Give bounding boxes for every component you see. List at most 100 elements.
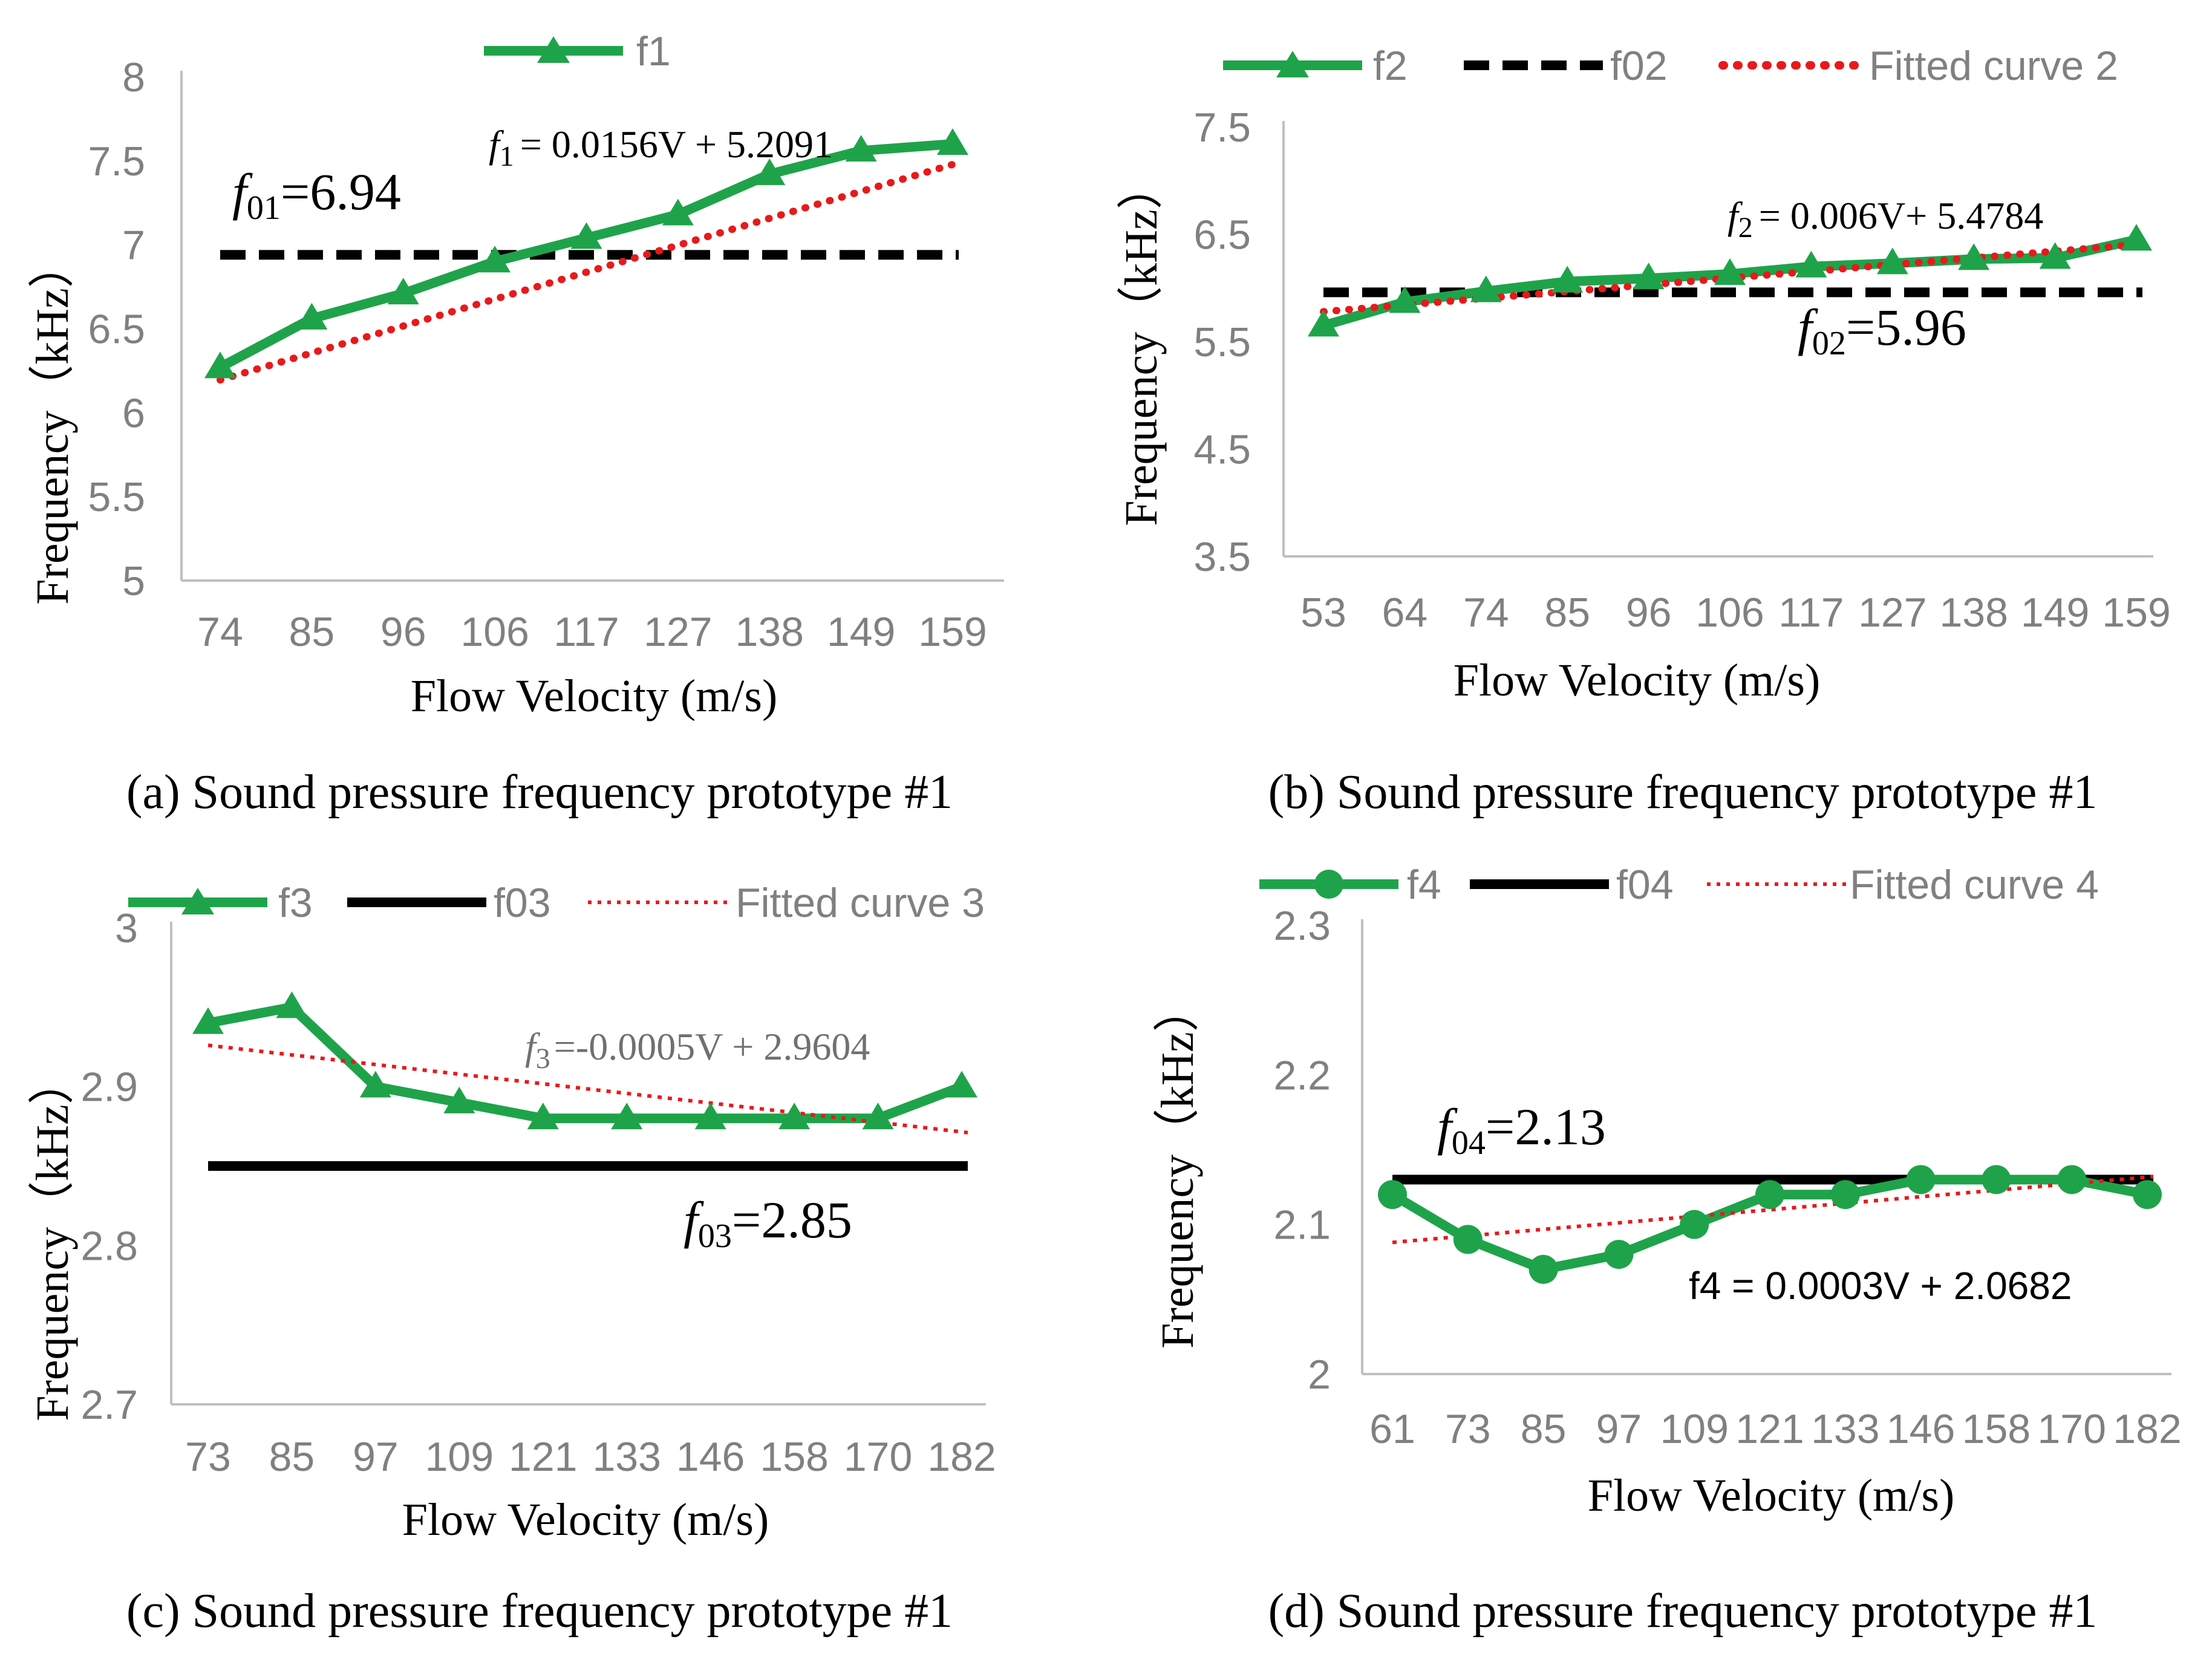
- panel-c-caption: (c) Sound pressure frequency prototype #…: [126, 1585, 953, 1638]
- x-tick-label: 74: [1463, 590, 1509, 636]
- data-point: [1470, 275, 1502, 302]
- y-tick-label: 7.5: [88, 138, 145, 184]
- y-tick-label: 2.8: [80, 1223, 138, 1269]
- y-tick-label: 2.2: [1273, 1052, 1331, 1098]
- panel-d-xlabel: Flow Velocity (m/s): [1588, 1470, 1955, 1521]
- y-tick-label: 6: [122, 390, 145, 436]
- panel-b-xlabel: Flow Velocity (m/s): [1453, 655, 1821, 706]
- y-tick-label: 8: [122, 54, 145, 100]
- x-tick-label: 133: [592, 1434, 661, 1480]
- x-tick-label: 121: [1735, 1406, 1804, 1452]
- data-point: [1308, 310, 1339, 337]
- panel-d-plot: 2 2.1 2.2 2.3 61 73 85 97 109 121 133 146 158 170 182: [1273, 903, 2181, 1452]
- y-tick-label: 5.5: [1193, 319, 1251, 365]
- panel-b-fit-line: [1320, 240, 2146, 316]
- data-point: [662, 198, 694, 226]
- legend-fit2-label: Fitted curve 2: [1869, 43, 2118, 89]
- legend-fit4-label: Fitted curve 4: [1850, 862, 2099, 908]
- y-tick-label: 2.1: [1273, 1202, 1331, 1248]
- x-tick-label: 182: [2113, 1406, 2181, 1452]
- y-tick-label: 2.3: [1273, 903, 1331, 949]
- x-tick-label: 73: [1445, 1406, 1491, 1452]
- x-tick-label: 121: [509, 1434, 577, 1480]
- legend-fit3-label: Fitted curve 3: [736, 880, 985, 926]
- data-point: [1453, 1225, 1483, 1254]
- data-point: [778, 1103, 811, 1130]
- data-point: [937, 128, 968, 155]
- data-point: [1982, 1165, 2011, 1194]
- x-tick-label: 127: [1858, 590, 1927, 636]
- panel-d-ylabel: Frequency（kHz）: [1152, 986, 1203, 1348]
- panel-d-fit-line: [1392, 1174, 2154, 1245]
- data-point: [611, 1103, 643, 1130]
- panel-c-fit-equation: f3=-0.0005V + 2.9604: [525, 1025, 870, 1075]
- data-point: [1795, 250, 1827, 278]
- data-point: [694, 1103, 726, 1130]
- x-tick-label: 146: [676, 1434, 745, 1480]
- panel-a-ylabel: Frequency（kHz）: [27, 242, 78, 604]
- x-tick-label: 109: [1660, 1406, 1728, 1452]
- data-point: [1378, 1180, 1407, 1210]
- data-point: [1551, 265, 1584, 293]
- panel-b: 3.5 4.5 5.5 6.5 7.5 53 64 74 85 96 106 117 127 138 149…: [1116, 43, 2171, 819]
- panel-b-caption: (b) Sound pressure frequency prototype #…: [1268, 766, 2098, 819]
- data-point: [570, 222, 602, 249]
- legend-f1-label: f1: [636, 28, 671, 74]
- x-tick-label: 117: [553, 609, 619, 655]
- legend-f2-marker: [1276, 51, 1309, 77]
- x-tick-label: 159: [918, 609, 987, 655]
- panel-a-xlabel: Flow Velocity (m/s): [411, 671, 778, 721]
- panel-d: 22.12.22.361 73 85 97 109 121 133 146 158 170 182 …: [1152, 862, 2182, 1638]
- x-tick-label: 96: [380, 609, 426, 655]
- y-tick-label: 3.5: [1193, 534, 1251, 580]
- data-point: [946, 1070, 977, 1098]
- legend-f2-label: f2: [1373, 43, 1408, 89]
- data-point: [1755, 1180, 1784, 1210]
- y-tick-label: 5.5: [88, 474, 145, 520]
- data-point: [1830, 1180, 1860, 1210]
- data-point: [443, 1086, 475, 1113]
- y-tick-label: 6.5: [1193, 212, 1251, 258]
- data-point: [387, 278, 419, 305]
- y-tick-label: 2: [1308, 1352, 1331, 1398]
- panel-c-xlabel: Flow Velocity (m/s): [402, 1494, 769, 1545]
- y-tick-label: 7: [122, 223, 145, 269]
- x-tick-label: 85: [1544, 590, 1590, 636]
- data-point: [527, 1103, 559, 1130]
- x-tick-label: 97: [1596, 1406, 1642, 1452]
- x-tick-label: 73: [185, 1434, 231, 1480]
- data-point: [359, 1070, 391, 1098]
- panel-b-fit-equation: f2 = 0.006V+ 5.4784: [1728, 194, 2043, 244]
- legend-f3-label: f3: [278, 880, 313, 926]
- legend-f4-label: f4: [1407, 862, 1441, 908]
- panel-d-fit-equation: f4 = 0.0003V + 2.0682: [1689, 1264, 2072, 1308]
- data-point: [1528, 1254, 1558, 1284]
- panel-c: 2.7 2.8 2.9 3 73 85 97 109 121 133 146 158 170 182 f3…: [27, 880, 996, 1638]
- panel-b-legend: f2 f02 Fitted curve 2: [1223, 43, 2118, 89]
- panel-c-fit-line: [207, 1043, 968, 1135]
- panel-b-ylabel: Frequency（kHz）: [1116, 163, 1167, 526]
- panel-c-reference-label: f03=2.85: [684, 1191, 852, 1255]
- data-point: [2133, 1180, 2162, 1210]
- data-point: [1958, 243, 1990, 270]
- data-point: [1906, 1165, 1936, 1194]
- x-tick-label: 85: [1521, 1406, 1567, 1452]
- legend-f4-marker: [1314, 870, 1343, 899]
- x-tick-label: 146: [1887, 1406, 1955, 1452]
- x-tick-label: 170: [844, 1434, 912, 1480]
- y-tick-label: 5: [122, 558, 145, 604]
- panel-b-plot: 3.5 4.5 5.5 6.5 7.5 53 64 74 85 96 106 117 127 138 149…: [1193, 105, 2170, 636]
- data-point: [1633, 262, 1665, 290]
- panel-a-plot: 5 5.5 6 6.5 7 7.5 8 74 85 96 106 117 127 138 149 159: [88, 54, 1004, 655]
- x-tick-label: 61: [1369, 1406, 1415, 1452]
- panel-b-reference-label: f02=5.96: [1798, 298, 1966, 362]
- panel-c-ylabel: Frequency（kHz）: [27, 1058, 78, 1421]
- y-tick-label: 4.5: [1193, 427, 1251, 473]
- data-point: [2057, 1165, 2087, 1194]
- y-tick-label: 6.5: [88, 307, 145, 353]
- panel-a-caption: (a) Sound pressure frequency prototype #…: [126, 766, 953, 819]
- y-tick-label: 3: [115, 905, 138, 951]
- x-tick-label: 85: [269, 1434, 315, 1480]
- x-tick-label: 182: [927, 1434, 996, 1480]
